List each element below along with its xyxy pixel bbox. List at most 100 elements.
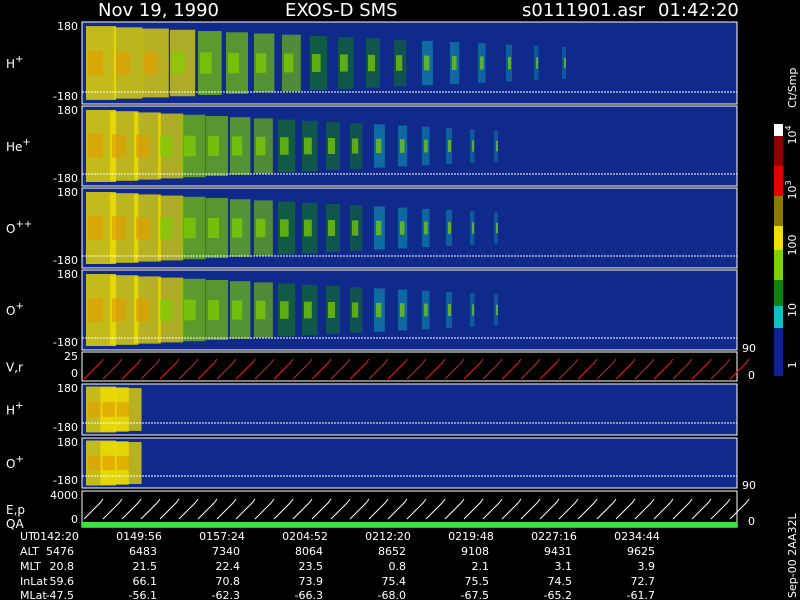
label-text: E,p [6,503,25,517]
spectrum-core [112,298,127,322]
spectrum-core [160,217,173,239]
footer-cell: -47.5 [46,589,74,600]
spectrum-core [480,56,484,70]
label-text: He [6,140,22,154]
footer-cell: 59.6 [50,575,75,588]
spectrum-core [208,300,219,320]
spectrum-core [232,300,243,320]
label-sup: + [15,54,23,65]
spectrum-core [376,302,382,318]
spectrum-core [116,51,131,75]
tick-top: 180 [57,20,78,33]
spectrum-core [312,53,321,73]
spectrum-core [184,299,196,321]
footer-cell: 0204:52 [282,530,328,543]
colorbar-label-text: 1 [786,362,799,369]
side-note: Sep-00 2AA32L [786,512,799,598]
spectrum-core [116,402,131,417]
footer-cell: 70.8 [216,575,241,588]
spectrum-core [88,298,103,322]
footer-cell: -62.3 [212,589,240,600]
label-text: O [6,222,15,236]
colorbar-label: 103 [784,180,799,199]
tick-top: 180 [57,382,78,395]
spectrum-core [280,137,289,155]
spectrum-core [424,221,428,235]
spectrum-core [136,216,150,240]
spectrum-core [208,136,219,156]
spectrum-core [88,455,103,471]
tick-bottom: -180 [53,254,78,267]
spectrum-core [400,139,405,153]
spectrum-core [136,298,150,322]
instrument: EXOS-D SMS [285,0,398,21]
spectrum-core [424,55,430,71]
footer-cell: -65.2 [544,589,572,600]
footer-row-label: UT [20,530,35,543]
colorbar-label: 10 [786,303,799,317]
spectrum-core [396,55,403,71]
label-text: O [6,304,15,318]
spectrum-core [564,57,566,69]
panel-label: V,r [6,361,23,375]
right-tick-top: 90 [742,342,756,355]
panel [81,383,738,436]
spectrum-core [160,135,173,157]
tick-top: 180 [57,186,78,199]
panel [81,490,738,528]
footer-cell: 3.9 [638,560,656,573]
panel-label: E,p [6,503,25,517]
panel-label: H+ [6,54,23,71]
tick-bottom: -180 [53,421,78,434]
spectrum-core [112,216,127,240]
spectrum-core [448,304,451,316]
spectrum-core [496,304,498,316]
spectrum-core [376,220,382,236]
spectrum-core [472,140,475,152]
spectrum-core [452,56,457,70]
tick-top: 180 [57,104,78,117]
footer-cell: 9431 [544,545,572,558]
spectrum-core [352,302,359,318]
tick-bottom: 0 [71,367,78,380]
footer-cell: -67.5 [461,589,489,600]
tick-top: 180 [57,436,78,449]
footer-cell: 23.5 [299,560,324,573]
footer-cell: 66.1 [133,575,158,588]
footer-row-label: MLT [20,560,41,573]
spectrum-core [424,139,428,153]
label-sup: + [15,301,23,312]
spectrum-core [496,222,498,234]
spectrum-core [328,220,335,236]
spectrum-core [400,303,405,317]
footer-row-label: MLat [20,589,47,600]
spectrum-core [200,52,212,74]
label-sup: ++ [15,219,32,230]
time: 01:42:20 [658,0,739,21]
footer-row-label: InLat [20,575,48,588]
spectrum-core [280,301,289,319]
tick-bottom: 0 [71,513,78,526]
footer-cell: 6483 [129,545,157,558]
label-text: V,r [6,361,23,375]
tick-top: 180 [57,268,78,281]
spectrum-core [102,402,117,417]
colorbar-label: 100 [786,235,799,256]
tick-bottom: -180 [53,474,78,487]
footer-cell: 20.8 [50,560,75,573]
spectrum-core [256,136,266,156]
colorbar-label-text: 10 [786,303,799,317]
footer-cell: 5476 [46,545,74,558]
footer-cell: 22.4 [216,560,241,573]
spectrum-core [88,50,103,76]
spectrum-core [256,218,266,238]
spectrum-core [232,218,243,238]
label-sup: + [15,454,23,465]
tick-top: 4000 [50,489,78,502]
colorbar-label-text: 10 [786,186,799,200]
footer-cell: -68.0 [378,589,406,600]
spectrum-core [160,299,173,321]
spectrum-core [448,140,451,152]
spectrum-core [340,54,348,72]
footer-cell: 0234:44 [614,530,660,543]
